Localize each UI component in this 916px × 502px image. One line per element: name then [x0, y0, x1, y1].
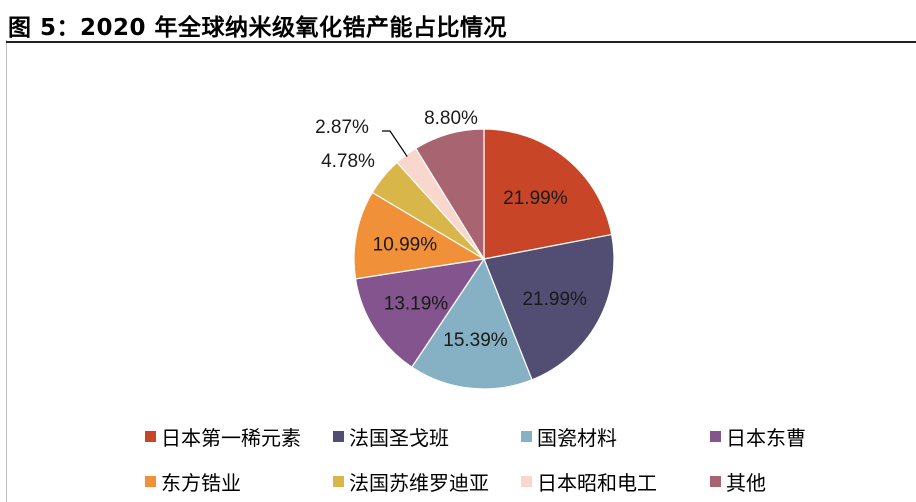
pie-slice-8: [414, 128, 485, 262]
pie-data-label-2: 21.99%: [522, 289, 587, 310]
pie-slice-3: [410, 257, 533, 390]
pie-data-label-3: 15.39%: [443, 330, 508, 351]
title-underline: [6, 41, 916, 43]
pie-slice-2: [483, 233, 615, 381]
pie-data-label-4: 13.19%: [384, 293, 449, 314]
pie-data-label-7: 2.87%: [315, 117, 369, 138]
pie-data-label-8: 8.80%: [424, 108, 478, 129]
pie-slice-4: [354, 258, 486, 368]
pie-data-label-1: 21.99%: [503, 188, 568, 209]
leader-line: [382, 130, 408, 157]
pie-slice-5: [353, 191, 486, 280]
left-border-line: [6, 40, 7, 502]
pie-data-label-5: 10.99%: [373, 235, 438, 256]
figure-title: 图 5：2020 年全球纳米级氧化锆产能占比情况: [8, 15, 508, 41]
pie-data-label-6: 4.78%: [321, 151, 375, 172]
pie-slice-1: [483, 128, 613, 260]
